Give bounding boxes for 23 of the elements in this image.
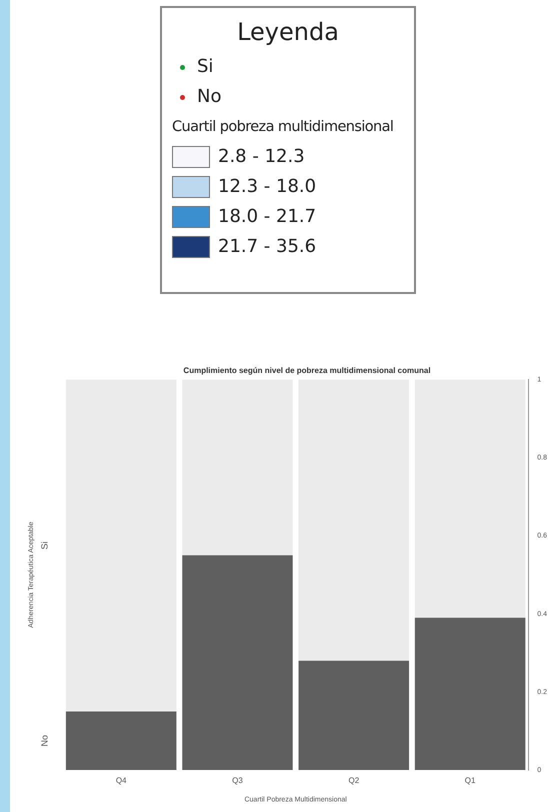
- x-tick-label: Q2: [348, 776, 360, 786]
- bar: [66, 380, 176, 712]
- x-tick-label: Q4: [116, 776, 128, 786]
- text: No: [197, 85, 222, 109]
- x-tick-label: Q3: [232, 776, 244, 786]
- bar: [298, 380, 410, 661]
- bar: [182, 555, 293, 770]
- bar: [414, 380, 526, 618]
- text: Si: [39, 542, 50, 550]
- x-tick-label: Q1: [464, 776, 476, 786]
- text: 21.7 - 35.6: [218, 235, 316, 259]
- bar: [414, 618, 526, 770]
- text: 18.0 - 21.7: [218, 205, 316, 229]
- text: No: [39, 734, 50, 746]
- text: Cuartil pobreza multidimensional: [172, 118, 394, 137]
- text: 12.3 - 18.0: [218, 175, 316, 199]
- text: Si: [197, 55, 214, 79]
- bar: [182, 380, 293, 556]
- text: Leyenda: [236, 18, 340, 46]
- chart-title: Cumplimiento según nivel de pobreza multidimensional comunal: [183, 366, 431, 376]
- bar: [298, 660, 410, 770]
- text: 2.8 - 12.3: [218, 145, 305, 169]
- bar: [66, 711, 176, 770]
